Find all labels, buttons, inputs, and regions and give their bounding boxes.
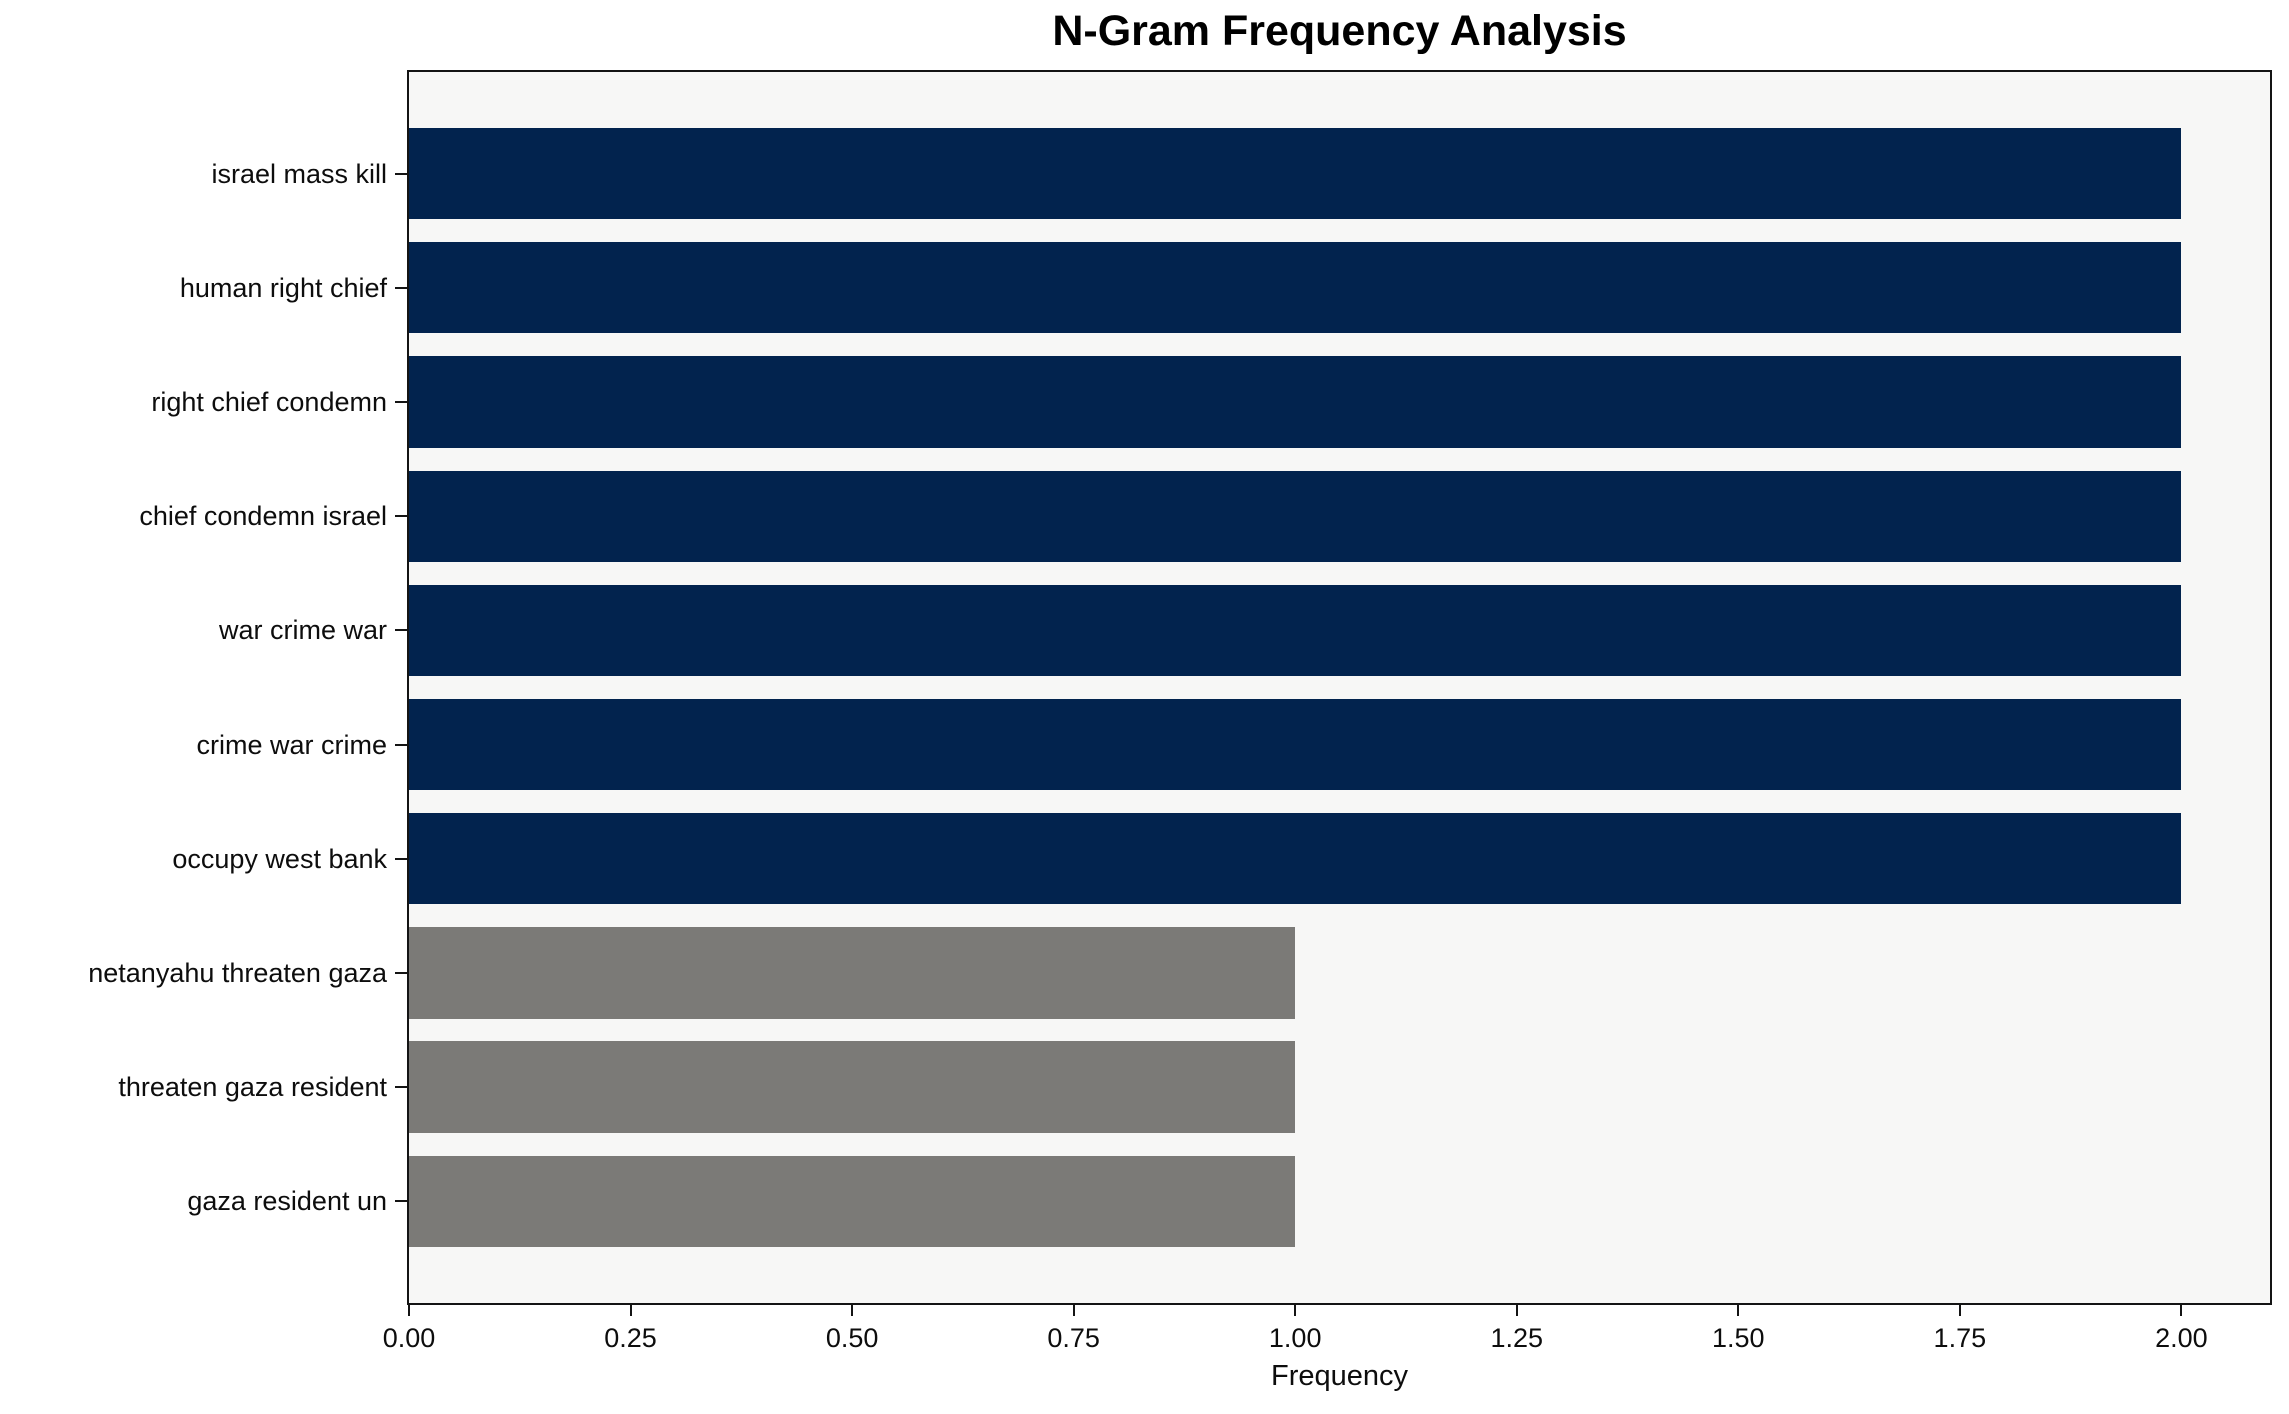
x-tick-label: 0.75	[1047, 1323, 1100, 1353]
bar-war-crime-war	[409, 584, 2182, 677]
bar-netanyahu-threaten-gaza	[409, 927, 1296, 1019]
y-tick-mark	[395, 172, 407, 175]
y-tick-label: war crime war	[218, 615, 387, 646]
bar-occupy-west-bank	[409, 813, 2182, 905]
y-tick-mark	[395, 1200, 407, 1203]
y-tick-label: occupy west bank	[172, 843, 387, 874]
chart-title: N-Gram Frequency Analysis	[1052, 7, 1627, 55]
y-tick-label: gaza resident un	[187, 1186, 387, 1217]
x-tick-label: 1.00	[1268, 1323, 1322, 1353]
y-tick-mark	[395, 1086, 407, 1089]
x-tick-mark	[851, 1305, 854, 1316]
x-tick-label: 1.25	[1490, 1323, 1544, 1353]
y-tick-label: right chief condemn	[151, 387, 387, 418]
x-tick-mark	[1072, 1305, 1075, 1316]
y-tick-mark	[395, 857, 407, 860]
y-tick-label: human right chief	[179, 272, 387, 303]
x-axis-label: Frequency	[1270, 1360, 1408, 1392]
x-tick-mark	[1515, 1305, 1518, 1316]
bar-chief-condemn-israel	[409, 470, 2182, 562]
plot-area	[409, 72, 2270, 1303]
bar-human-right-chief	[409, 242, 2182, 334]
x-tick-label: 1.75	[1933, 1323, 1987, 1353]
x-tick-mark	[1958, 1305, 1961, 1316]
bar-threaten-gaza-resident	[409, 1041, 1296, 1133]
x-tick-mark	[1294, 1305, 1297, 1316]
x-tick-mark	[1737, 1305, 1740, 1316]
bar-israel-mass-kill	[409, 127, 2182, 220]
y-tick-mark	[395, 515, 407, 518]
bar-crime-war-crime	[409, 698, 2182, 791]
y-tick-mark	[395, 286, 407, 289]
x-tick-label: 0.00	[382, 1323, 436, 1353]
y-tick-label: threaten gaza resident	[118, 1072, 387, 1103]
bar-right-chief-condemn	[409, 356, 2182, 448]
bar-gaza-resident-un	[409, 1155, 1296, 1248]
y-tick-mark	[395, 971, 407, 974]
x-tick-label: 1.50	[1712, 1323, 1765, 1353]
y-tick-label: chief condemn israel	[139, 501, 387, 532]
y-tick-mark	[395, 629, 407, 632]
y-tick-label: netanyahu threaten gaza	[88, 957, 387, 988]
y-tick-mark	[395, 401, 407, 404]
x-tick-label: 0.50	[825, 1323, 879, 1353]
y-tick-label: israel mass kill	[211, 158, 387, 189]
y-tick-mark	[395, 743, 407, 746]
y-tick-label: crime war crime	[196, 729, 387, 760]
x-tick-label: 0.25	[604, 1323, 657, 1353]
x-tick-label: 2.00	[2155, 1323, 2208, 1353]
x-tick-mark	[408, 1305, 410, 1316]
x-tick-mark	[629, 1305, 632, 1316]
x-tick-mark	[2180, 1305, 2183, 1316]
